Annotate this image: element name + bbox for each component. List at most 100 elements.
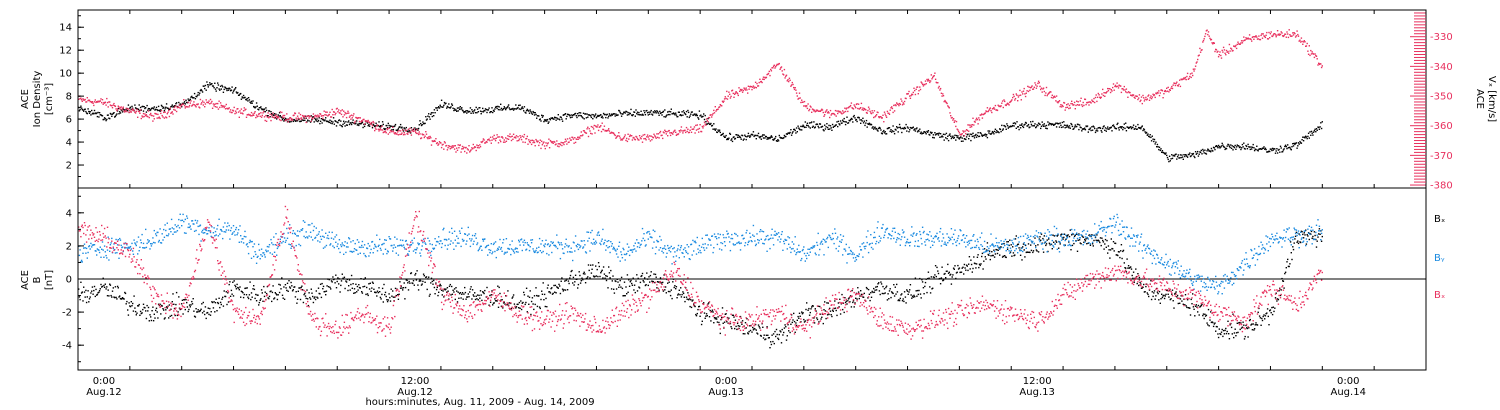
vx-point	[579, 137, 581, 139]
field-point-bx	[546, 306, 548, 308]
vx-point	[512, 138, 514, 140]
vx-point	[881, 117, 883, 119]
vx-point	[1280, 31, 1282, 33]
vx-point	[900, 98, 902, 100]
vx-point	[986, 110, 988, 113]
field-point-bx	[563, 289, 565, 291]
vx-point	[223, 106, 225, 109]
vx-point	[1070, 102, 1072, 105]
field-point-bx	[200, 308, 202, 310]
vx-point	[448, 145, 450, 147]
field-point-bx	[873, 291, 876, 293]
vx-point	[981, 117, 984, 119]
field-point-bx	[690, 306, 693, 309]
vx-point	[1257, 38, 1259, 40]
field-point-bx	[703, 312, 706, 314]
vx-point	[413, 128, 415, 130]
vx-point	[358, 120, 361, 123]
density-point	[755, 138, 757, 140]
density-point	[529, 109, 531, 111]
density-point	[700, 114, 702, 116]
field-point-bx	[115, 296, 117, 299]
density-point	[1237, 145, 1239, 147]
field-point-bx	[278, 291, 281, 294]
vx-point	[1276, 34, 1278, 36]
density-point	[1137, 123, 1139, 126]
vx-point	[798, 92, 801, 94]
vx-point	[875, 115, 877, 117]
field-point-bx	[788, 330, 790, 332]
field-point-bx	[613, 288, 615, 290]
field-point-bx	[830, 314, 832, 316]
vx-point	[359, 117, 361, 119]
density-point	[1255, 148, 1257, 151]
vx-point	[921, 83, 924, 86]
field-point-bx	[132, 310, 135, 312]
field-point-bx	[263, 295, 266, 298]
vx-point	[106, 97, 108, 100]
density-point	[458, 108, 461, 111]
density-point	[1310, 130, 1313, 133]
field-point-bx	[583, 271, 585, 273]
density-point	[268, 110, 271, 112]
vx-point	[792, 83, 794, 86]
vx-point	[446, 144, 448, 147]
density-point	[565, 118, 567, 120]
density-point	[811, 126, 814, 128]
density-point	[545, 119, 547, 121]
density-point	[642, 114, 644, 116]
density-point	[803, 125, 805, 128]
vx-point	[173, 106, 176, 109]
vx-point	[913, 87, 915, 89]
field-point-bx	[486, 286, 488, 289]
vx-point	[926, 78, 928, 81]
density-point	[1020, 124, 1022, 126]
vx-point	[297, 117, 299, 119]
field-point-bx	[980, 263, 982, 265]
vx-point	[1167, 86, 1169, 89]
density-point	[312, 116, 315, 118]
field-point-bx	[650, 271, 652, 273]
vx-point	[405, 129, 407, 132]
vx-point	[660, 134, 662, 137]
field-point-bx	[804, 320, 806, 322]
vx-point	[301, 118, 303, 120]
field-point-bx	[219, 301, 222, 304]
density-point	[168, 108, 171, 111]
field-point-bx	[506, 304, 508, 306]
vx-point	[335, 112, 337, 114]
field-point-bx	[777, 337, 779, 339]
field-point-bx	[803, 318, 805, 321]
field-point-bx	[798, 312, 801, 314]
vx-point	[717, 108, 719, 110]
density-point	[882, 131, 884, 133]
density-point	[386, 127, 389, 129]
vx-point	[541, 140, 543, 142]
vx-point	[1129, 91, 1131, 94]
vx-point	[285, 119, 287, 121]
density-point	[201, 91, 204, 93]
vx-point	[146, 115, 148, 118]
vx-point	[1044, 94, 1046, 97]
density-point	[1319, 126, 1321, 128]
density-point	[703, 113, 705, 115]
field-point-bx	[536, 305, 539, 308]
field-point-bx	[933, 276, 935, 279]
density-point	[374, 125, 377, 127]
density-point	[1164, 153, 1166, 155]
density-point	[635, 109, 637, 111]
field-point-bx	[309, 296, 311, 299]
density-point	[1110, 126, 1112, 128]
density-point	[749, 136, 751, 138]
field-point-bx	[434, 293, 436, 295]
density-point	[222, 86, 224, 88]
density-point	[932, 134, 935, 136]
vx-point	[976, 118, 979, 121]
density-point	[703, 118, 706, 121]
field-point-bx	[197, 309, 199, 311]
density-point	[739, 135, 741, 137]
field-point-bx	[185, 298, 187, 301]
field-point-bx	[468, 296, 470, 298]
field-point-bx	[336, 280, 338, 283]
vx-point	[1156, 93, 1158, 95]
